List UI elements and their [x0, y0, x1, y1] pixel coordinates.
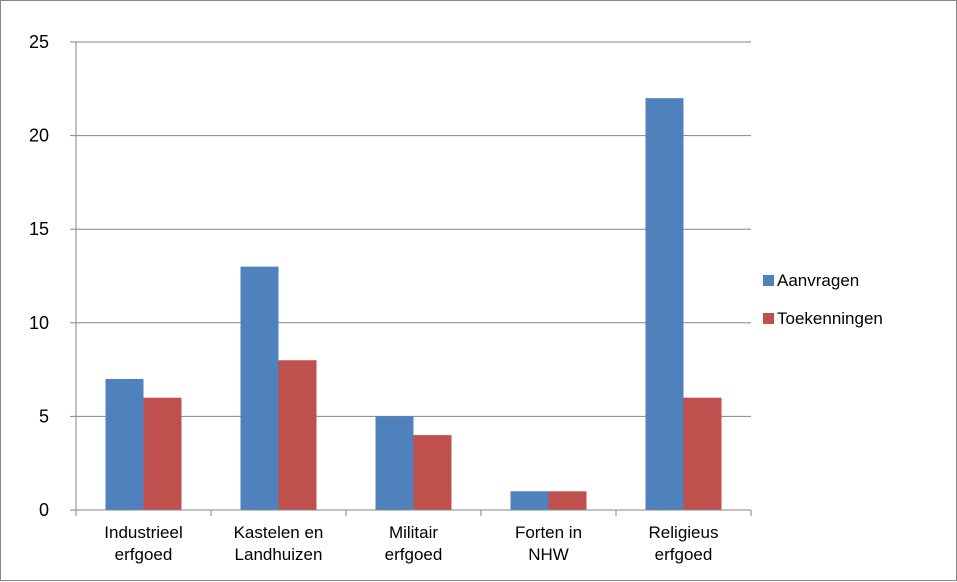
bar-aanvragen-4 — [645, 98, 684, 510]
legend-label: Aanvragen — [777, 271, 859, 290]
x-category-label: Forten in NHW — [515, 523, 582, 564]
y-tick-label: 0 — [39, 500, 49, 520]
bar-aanvragen-0 — [105, 378, 144, 510]
legend: Aanvragen Toekenningen — [763, 271, 883, 328]
bar-toekenningen-0 — [143, 397, 182, 510]
y-tick-label: 25 — [29, 32, 49, 52]
y-tick-label: 10 — [29, 313, 49, 333]
x-category-label: Kastelen en Landhuizen — [234, 523, 324, 564]
legend-swatch — [763, 313, 774, 324]
x-category-labels: Industrieel erfgoed Kastelen en Landhuizen M… — [104, 523, 718, 564]
bar-toekenningen-2 — [413, 435, 452, 510]
y-tick-label: 5 — [39, 406, 49, 426]
bar-aanvragen-2 — [375, 416, 414, 510]
y-tick-label: 20 — [29, 126, 49, 146]
legend-swatch — [763, 275, 774, 286]
gridlines — [70, 41, 751, 511]
x-category-label: Militair erfgoed — [385, 523, 443, 564]
y-tick-label: 15 — [29, 219, 49, 239]
bar-toekenningen-4 — [683, 397, 722, 510]
bar-aanvragen-1 — [240, 266, 279, 510]
bars — [105, 98, 722, 510]
bar-toekenningen-3 — [548, 491, 587, 510]
bar-toekenningen-1 — [278, 360, 317, 510]
axes — [75, 42, 752, 516]
y-tick-labels: 0 5 10 15 20 25 — [29, 32, 49, 520]
bar-aanvragen-3 — [510, 491, 549, 510]
legend-label: Toekenningen — [777, 309, 883, 328]
x-category-label: Religieus erfgoed — [649, 523, 719, 564]
x-category-label: Industrieel erfgoed — [104, 523, 182, 564]
